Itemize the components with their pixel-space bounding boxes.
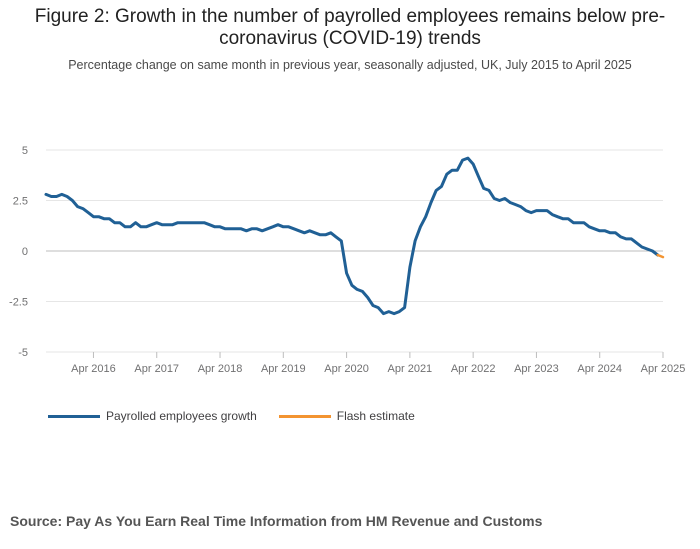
y-tick-label: 2.5 (13, 196, 28, 208)
x-tick-label: Apr 2017 (134, 363, 179, 375)
x-tick-label: Apr 2016 (71, 363, 116, 375)
legend-label-payrolled: Payrolled employees growth (106, 409, 257, 423)
y-tick-label: -2.5 (9, 297, 28, 309)
line-chart: 5 2.5 0 -2.5 -5 Apr 2016 Apr 2017 Apr 2018 Apr 2… (9, 145, 686, 375)
source-note: Source: Pay As You Earn Real Time Inform… (10, 513, 543, 529)
legend-swatch-flash (278, 414, 331, 418)
legend-swatch-payrolled (48, 414, 100, 418)
x-tick-label: Apr 2020 (324, 363, 369, 375)
series-line-payrolled (44, 156, 660, 316)
x-tick-label: Apr 2022 (451, 363, 496, 375)
chart-title: Figure 2: Growth in the number of payrol… (34, 6, 666, 49)
chart-subtitle: Percentage change on same month in previ… (68, 58, 632, 72)
x-tick-label: Apr 2025 (641, 363, 686, 375)
chart-legend: Payrolled employees growth Flash estimat… (48, 409, 415, 423)
x-tick-label: Apr 2024 (577, 363, 622, 375)
y-tick-label: 5 (22, 145, 28, 157)
y-tick-label: -5 (18, 347, 28, 359)
x-tick-label: Apr 2019 (261, 363, 306, 375)
x-tick-label: Apr 2021 (388, 363, 433, 375)
legend-item-flash[interactable]: Flash estimate (278, 409, 415, 423)
x-tick-label: Apr 2023 (514, 363, 559, 375)
legend-label-flash: Flash estimate (336, 409, 415, 423)
series-line-flash (656, 253, 665, 259)
y-tick-label: 0 (22, 246, 28, 258)
legend-item-payrolled[interactable]: Payrolled employees growth (48, 409, 257, 423)
x-tick-label: Apr 2018 (198, 363, 243, 375)
